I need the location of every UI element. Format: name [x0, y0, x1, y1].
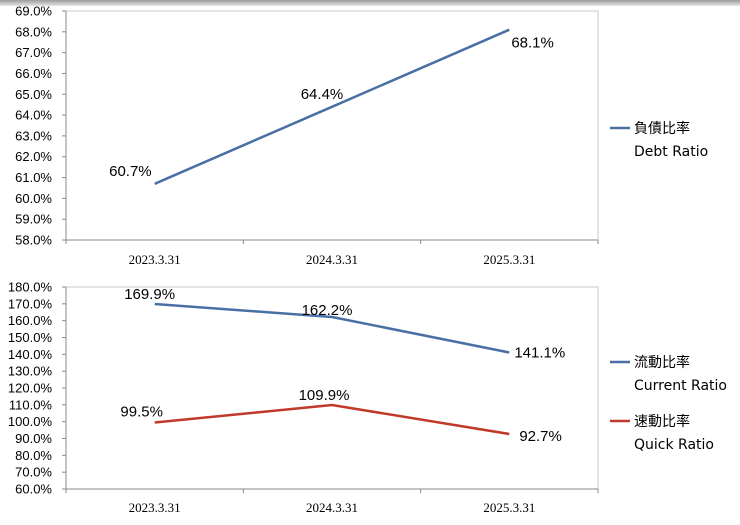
legend-label-en: Debt Ratio — [634, 144, 708, 160]
y-tick-label: 70.0% — [15, 465, 52, 480]
y-tick-label: 66.0% — [15, 66, 52, 81]
y-tick-label: 130.0% — [8, 364, 53, 379]
y-tick-label: 63.0% — [15, 128, 52, 143]
y-tick-label: 68.0% — [15, 24, 52, 39]
series-line-debt-ratio — [154, 28, 510, 185]
x-tick-label: 2023.3.31 — [129, 252, 181, 267]
y-tick-label: 67.0% — [15, 45, 52, 60]
y-tick-label: 140.0% — [8, 347, 53, 362]
y-tick-label: 69.0% — [15, 4, 52, 19]
legend-label-zh: 速動比率 — [634, 413, 690, 430]
x-tick-label: 2025.3.31 — [483, 252, 535, 267]
liquidity-ratio-chart: 60.0% 70.0% 80.0% 90.0% 100.0% 110.0%120.0% 13… — [8, 280, 727, 516]
data-label: 68.1% — [511, 35, 554, 52]
y-tick-label: 60.0% — [15, 482, 52, 497]
y-tick-label: 150.0% — [8, 330, 53, 345]
data-label: 99.5% — [120, 404, 163, 421]
data-label: 162.2% — [302, 302, 353, 319]
y-tick-label: 120.0% — [8, 381, 53, 396]
y-tick-label: 100.0% — [8, 414, 53, 429]
data-label: 60.7% — [109, 163, 152, 180]
series-line-quick-ratio — [154, 403, 510, 436]
y-tick-label: 62.0% — [15, 149, 52, 164]
y-tick-label: 180.0% — [8, 280, 53, 295]
x-tick-label: 2025.3.31 — [483, 500, 535, 515]
data-label: 64.4% — [301, 86, 344, 103]
y-tick-label: 60.0% — [15, 191, 52, 206]
x-tick-label: 2024.3.31 — [306, 252, 358, 267]
data-label: 109.9% — [299, 387, 350, 404]
x-tick-label: 2024.3.31 — [306, 500, 358, 515]
legend-label-en: Current Ratio — [634, 378, 727, 394]
legend-label-zh: 負債比率 — [634, 120, 690, 137]
y-tick-label: 110.0% — [9, 397, 53, 412]
data-label: 169.9% — [124, 286, 175, 303]
y-tick-label: 65.0% — [15, 87, 52, 102]
series-line-current-ratio — [154, 302, 510, 354]
y-tick-label: 58.0% — [15, 233, 52, 248]
y-tick-label: 61.0% — [15, 170, 52, 185]
data-label: 92.7% — [519, 428, 562, 445]
debt-ratio-chart: 58.0% 59.0% 60.0% 61.0% 62.0% 63.0% 64.0% 65.0%… — [15, 4, 708, 268]
y-tick-label: 90.0% — [15, 431, 52, 446]
top-bar — [0, 0, 740, 6]
legend-label-zh: 流動比率 — [634, 354, 690, 371]
y-tick-label: 59.0% — [15, 212, 52, 227]
data-label: 141.1% — [514, 344, 565, 361]
y-tick-label: 170.0% — [8, 296, 53, 311]
y-tick-label: 160.0% — [8, 313, 53, 328]
y-tick-label: 80.0% — [15, 448, 52, 463]
x-tick-label: 2023.3.31 — [129, 500, 181, 515]
legend-label-en: Quick Ratio — [634, 437, 714, 453]
y-tick-label: 64.0% — [15, 108, 52, 123]
